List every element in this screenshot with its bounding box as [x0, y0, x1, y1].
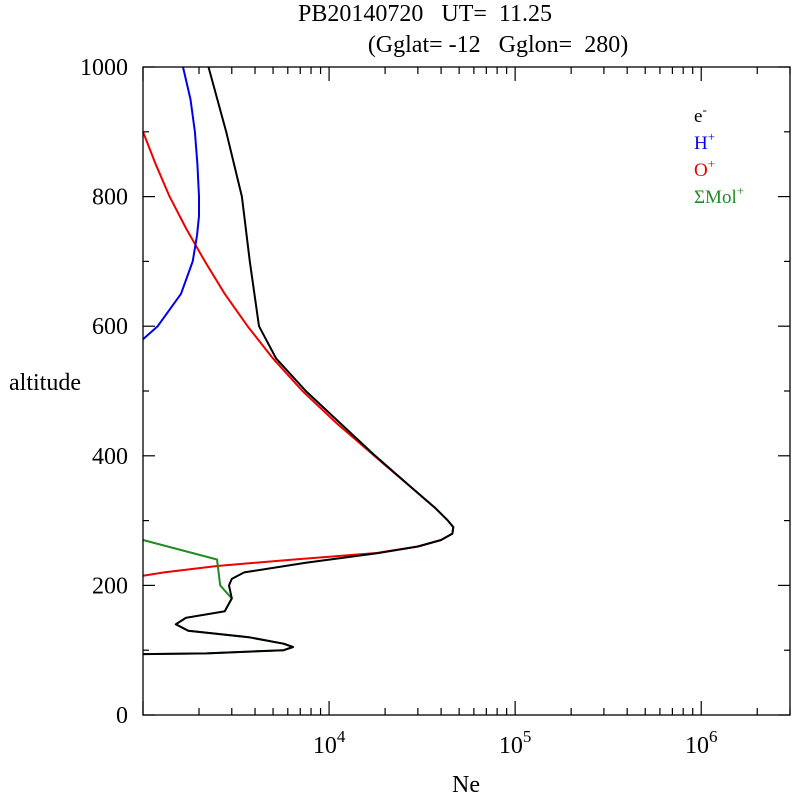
series-line: [142, 539, 294, 656]
plot-frame: [142, 66, 791, 716]
x-tick-label: 105: [499, 727, 532, 759]
series-line: [142, 66, 200, 340]
y-tick-labels: 0 200 400 600 800 1000: [80, 55, 128, 729]
y-tick-label: 600: [92, 314, 128, 340]
x-tick-label: 104: [313, 727, 346, 759]
y-tick-label: 200: [92, 573, 128, 599]
chart-title-line1: PB20140720 UT= 11.25: [298, 1, 552, 27]
x-tick-label: 106: [685, 727, 718, 759]
y-tick-label: 0: [116, 703, 128, 729]
legend: e-H+O+ΣMol+: [694, 102, 744, 208]
axis-ticks: [142, 66, 791, 716]
y-tick-label: 400: [92, 444, 128, 470]
y-axis-label: altitude: [9, 370, 81, 396]
series-line: [142, 131, 455, 577]
legend-entry: H+: [694, 129, 715, 154]
data-curves: [142, 66, 455, 656]
series-line: [142, 66, 455, 656]
legend-entry: e-: [694, 102, 707, 127]
y-tick-label: 800: [92, 185, 128, 211]
x-axis-label: Ne: [452, 772, 480, 796]
chart-title-line2: (Gglat= -12 Gglon= 280): [368, 32, 628, 58]
x-tick-labels: 104 105 106: [313, 727, 718, 759]
legend-entry: O+: [694, 156, 715, 181]
legend-entry: ΣMol+: [694, 183, 744, 208]
y-tick-label: 1000: [80, 55, 128, 81]
